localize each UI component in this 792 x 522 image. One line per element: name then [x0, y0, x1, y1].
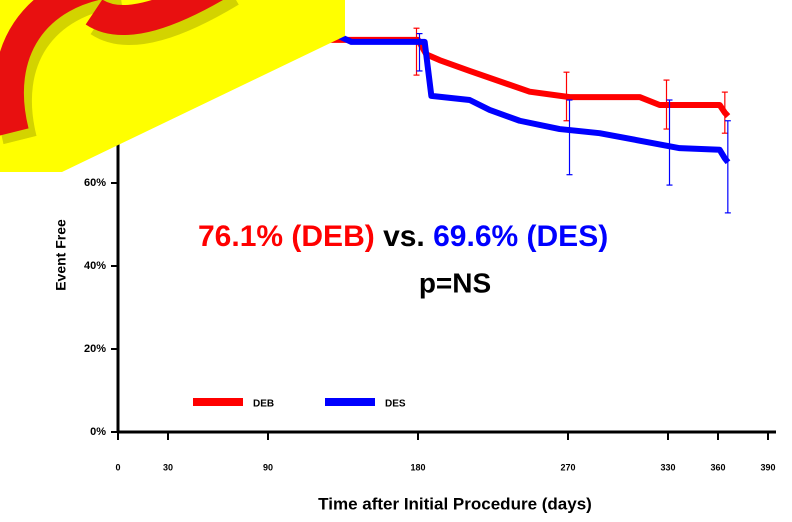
des-rate: 69.6% (DES) — [433, 220, 608, 253]
x-tick-label: 180 — [410, 462, 425, 472]
legend-label: DES — [385, 399, 406, 410]
survival-line — [318, 32, 731, 165]
y-tick-label: 20% — [84, 343, 106, 355]
x-tick-label: 390 — [760, 462, 775, 472]
legend-label: DEB — [253, 399, 274, 410]
x-tick-label: 270 — [560, 462, 575, 472]
logo — [0, 0, 223, 136]
error-bar — [666, 99, 673, 186]
p-value: p=NS — [419, 267, 491, 298]
y-tick-label: 0% — [90, 426, 106, 438]
error-bar — [413, 27, 420, 76]
x-tick-label: 330 — [660, 462, 675, 472]
x-tick-label: 90 — [263, 462, 273, 472]
error-bar — [724, 120, 731, 214]
yellow-banner — [0, 0, 345, 172]
plot: 0% 20% 40% 60% 0 30 90 180 270 330 360 390 DEB DES — [84, 17, 776, 472]
error-bar — [416, 32, 423, 72]
x-tick-label: 30 — [163, 462, 173, 472]
error-bar — [566, 99, 573, 176]
deb-rate: 76.1% (DEB) — [198, 220, 375, 253]
vs: vs. — [383, 220, 425, 253]
x-tick-label: 360 — [710, 462, 725, 472]
y-tick-label: 60% — [84, 177, 106, 189]
x-tick-label: 0 — [115, 462, 120, 472]
error-bar — [663, 79, 670, 130]
error-bar — [563, 71, 570, 122]
y-axis-title: Event Free — [53, 219, 69, 291]
x-axis-title: Time after Initial Procedure (days) — [318, 494, 592, 513]
annotation: 76.1% (DEB) vs. 69.6% (DES) — [198, 220, 608, 253]
y-tick-label: 40% — [84, 260, 106, 272]
overlay — [0, 0, 345, 172]
error-bar — [721, 91, 728, 134]
